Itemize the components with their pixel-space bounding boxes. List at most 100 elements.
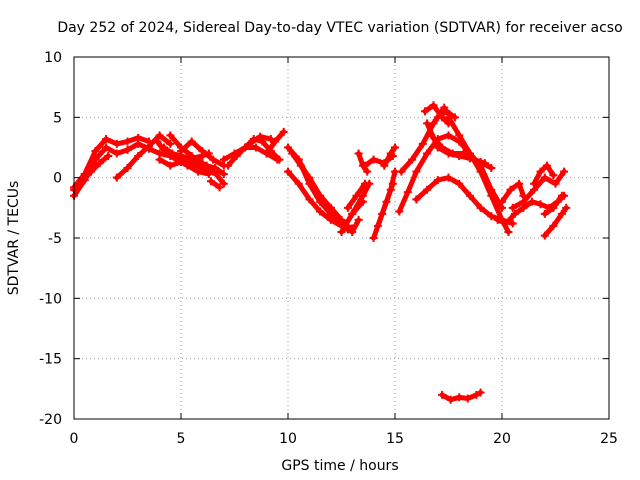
data-point bbox=[442, 107, 451, 116]
data-point bbox=[279, 127, 288, 136]
data-point bbox=[551, 179, 560, 188]
data-point bbox=[412, 167, 421, 176]
data-point bbox=[506, 185, 515, 194]
data-point bbox=[230, 149, 239, 158]
data-point bbox=[337, 227, 346, 236]
data-point bbox=[361, 161, 370, 170]
data-point bbox=[403, 188, 412, 197]
data-point bbox=[284, 143, 292, 152]
data-point bbox=[219, 155, 228, 164]
data-point bbox=[391, 143, 399, 152]
data-point bbox=[540, 173, 549, 182]
data-point bbox=[459, 149, 468, 158]
data-point bbox=[271, 137, 280, 146]
series-sat-u bbox=[349, 199, 366, 217]
data-point bbox=[194, 167, 203, 176]
data-point bbox=[444, 173, 453, 182]
data-point bbox=[412, 195, 421, 204]
data-point bbox=[423, 119, 432, 128]
data-point bbox=[155, 131, 164, 140]
data-point bbox=[536, 200, 545, 209]
data-point bbox=[476, 167, 485, 176]
data-point bbox=[508, 203, 517, 212]
data-point bbox=[112, 149, 121, 158]
data-point bbox=[560, 167, 569, 176]
data-point bbox=[455, 393, 464, 402]
data-point bbox=[316, 191, 325, 200]
data-point bbox=[476, 203, 485, 212]
data-point bbox=[102, 135, 111, 144]
y-tick-label: -5 bbox=[48, 231, 62, 247]
data-point bbox=[549, 203, 558, 212]
data-point bbox=[515, 179, 524, 188]
data-point bbox=[209, 155, 218, 164]
data-point bbox=[104, 151, 113, 160]
data-point bbox=[112, 139, 121, 148]
data-point bbox=[251, 143, 260, 152]
data-point bbox=[204, 170, 213, 179]
series-sat-d bbox=[114, 132, 173, 181]
data-point bbox=[288, 149, 297, 158]
y-tick-label: 5 bbox=[53, 110, 62, 126]
data-point bbox=[420, 107, 429, 116]
data-point bbox=[326, 203, 335, 212]
data-point bbox=[542, 161, 551, 170]
y-tick-label: -20 bbox=[39, 412, 62, 428]
data-point bbox=[87, 167, 96, 176]
data-point bbox=[527, 197, 536, 206]
x-tick-label: 20 bbox=[493, 431, 511, 447]
data-point bbox=[536, 167, 545, 176]
data-point bbox=[166, 161, 175, 170]
data-point bbox=[369, 234, 378, 242]
data-point bbox=[388, 179, 397, 188]
data-point bbox=[530, 179, 539, 188]
data-point bbox=[112, 173, 121, 182]
data-point bbox=[166, 131, 175, 140]
series-sat-r bbox=[289, 151, 342, 223]
data-point bbox=[386, 149, 395, 158]
series-sat-ak bbox=[499, 181, 526, 205]
y-axis-label: SDTVAR / TECUs bbox=[6, 181, 22, 296]
data-point bbox=[557, 209, 566, 218]
data-point bbox=[123, 137, 132, 146]
data-point bbox=[504, 227, 513, 236]
data-point bbox=[144, 142, 153, 151]
data-point bbox=[91, 147, 100, 156]
data-point bbox=[296, 161, 305, 170]
ticks bbox=[73, 56, 610, 420]
data-point bbox=[369, 155, 378, 164]
data-point bbox=[352, 191, 361, 200]
data-point bbox=[455, 131, 464, 140]
data-point bbox=[476, 388, 485, 397]
data-point bbox=[472, 390, 481, 399]
grid bbox=[74, 57, 609, 419]
data-point bbox=[273, 155, 282, 164]
data-point bbox=[172, 155, 181, 164]
data-point bbox=[206, 177, 215, 186]
data-point bbox=[305, 195, 314, 204]
data-point bbox=[540, 231, 549, 240]
data-point bbox=[480, 159, 489, 168]
data-point bbox=[198, 147, 207, 156]
data-point bbox=[358, 197, 367, 206]
data-point bbox=[162, 149, 171, 158]
data-point bbox=[448, 149, 457, 158]
data-point bbox=[102, 143, 111, 152]
data-point bbox=[510, 209, 519, 218]
data-point bbox=[487, 164, 496, 173]
data-point bbox=[155, 155, 164, 164]
data-point bbox=[134, 133, 143, 142]
data-point bbox=[224, 161, 233, 170]
data-point bbox=[219, 179, 228, 188]
x-axis-label: GPS time / hours bbox=[281, 458, 398, 474]
data-point bbox=[177, 147, 185, 156]
data-point bbox=[361, 179, 370, 188]
x-tick-labels: 0 5 10 15 20 25 bbox=[70, 431, 618, 447]
data-point bbox=[245, 139, 254, 148]
series-sat-y bbox=[375, 181, 396, 229]
series-sat-ac bbox=[422, 102, 451, 126]
data-point bbox=[266, 135, 275, 144]
data-point bbox=[305, 173, 314, 182]
data-point bbox=[123, 164, 132, 173]
data-point bbox=[316, 207, 325, 216]
